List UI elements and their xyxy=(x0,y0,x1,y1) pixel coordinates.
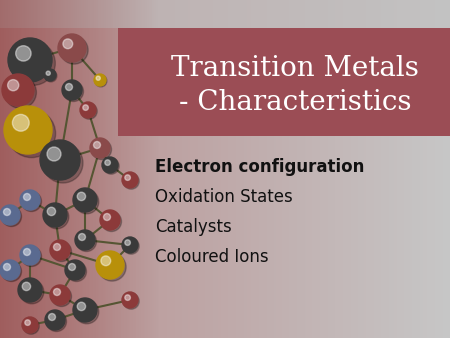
Text: Coloured Ions: Coloured Ions xyxy=(155,248,269,266)
Circle shape xyxy=(47,147,61,161)
Circle shape xyxy=(1,262,22,282)
Circle shape xyxy=(18,278,42,302)
Circle shape xyxy=(25,320,31,325)
Circle shape xyxy=(43,203,67,227)
Circle shape xyxy=(8,110,56,158)
Circle shape xyxy=(81,103,97,119)
Circle shape xyxy=(76,232,96,251)
Circle shape xyxy=(45,70,57,82)
Circle shape xyxy=(100,210,120,230)
Circle shape xyxy=(75,190,99,214)
Circle shape xyxy=(94,142,100,148)
Circle shape xyxy=(23,318,39,334)
Circle shape xyxy=(123,293,139,309)
Text: Transition Metals: Transition Metals xyxy=(171,54,419,81)
Circle shape xyxy=(102,157,118,173)
Circle shape xyxy=(65,260,85,280)
Circle shape xyxy=(23,193,31,200)
Circle shape xyxy=(101,256,111,266)
Circle shape xyxy=(96,76,100,80)
Circle shape xyxy=(49,314,55,320)
Circle shape xyxy=(98,253,126,281)
Circle shape xyxy=(125,175,130,180)
Circle shape xyxy=(95,75,107,87)
Circle shape xyxy=(104,214,111,220)
Circle shape xyxy=(80,102,96,118)
Circle shape xyxy=(103,158,119,174)
Circle shape xyxy=(50,240,70,260)
Circle shape xyxy=(22,317,38,333)
Circle shape xyxy=(122,172,138,188)
Circle shape xyxy=(11,41,55,85)
Circle shape xyxy=(2,74,34,106)
Circle shape xyxy=(102,212,122,232)
Circle shape xyxy=(68,264,76,270)
Text: - Characteristics: - Characteristics xyxy=(179,90,411,117)
Circle shape xyxy=(22,192,41,212)
Circle shape xyxy=(43,143,83,183)
Circle shape xyxy=(0,260,20,280)
Circle shape xyxy=(20,245,40,265)
Circle shape xyxy=(96,251,124,279)
Circle shape xyxy=(47,207,56,216)
Circle shape xyxy=(122,237,138,253)
Text: Catalysts: Catalysts xyxy=(155,218,232,236)
Circle shape xyxy=(0,205,20,225)
Circle shape xyxy=(54,289,60,295)
Circle shape xyxy=(63,39,73,49)
Circle shape xyxy=(51,241,72,262)
Circle shape xyxy=(75,230,95,250)
Circle shape xyxy=(63,81,84,101)
Circle shape xyxy=(54,243,60,250)
Circle shape xyxy=(45,310,65,330)
Circle shape xyxy=(22,282,31,291)
Circle shape xyxy=(90,138,110,158)
Circle shape xyxy=(23,248,31,256)
Circle shape xyxy=(8,80,19,91)
Circle shape xyxy=(13,114,29,131)
Circle shape xyxy=(22,246,41,266)
Text: Oxidation States: Oxidation States xyxy=(155,188,293,206)
Circle shape xyxy=(51,287,72,307)
Circle shape xyxy=(73,188,97,212)
Circle shape xyxy=(75,300,99,324)
Bar xyxy=(0,0,450,28)
Circle shape xyxy=(122,292,138,308)
Circle shape xyxy=(77,302,86,311)
Circle shape xyxy=(123,238,139,254)
Text: Electron configuration: Electron configuration xyxy=(155,158,364,176)
Circle shape xyxy=(20,190,40,210)
Circle shape xyxy=(91,140,112,160)
Circle shape xyxy=(77,192,86,200)
Circle shape xyxy=(46,312,67,332)
Circle shape xyxy=(125,240,130,245)
Circle shape xyxy=(4,106,52,154)
Circle shape xyxy=(83,105,88,111)
Circle shape xyxy=(4,76,36,108)
Circle shape xyxy=(40,140,80,180)
Bar xyxy=(118,28,450,136)
Circle shape xyxy=(78,234,86,241)
Circle shape xyxy=(4,264,10,270)
Circle shape xyxy=(1,207,22,226)
Circle shape xyxy=(58,34,86,62)
Circle shape xyxy=(46,71,50,75)
Circle shape xyxy=(62,80,82,100)
Circle shape xyxy=(66,83,72,91)
Circle shape xyxy=(125,295,130,300)
Circle shape xyxy=(94,74,106,86)
Circle shape xyxy=(50,285,70,305)
Circle shape xyxy=(45,205,69,229)
Circle shape xyxy=(16,46,31,61)
Circle shape xyxy=(123,173,139,189)
Circle shape xyxy=(105,160,110,165)
Circle shape xyxy=(8,38,52,82)
Circle shape xyxy=(73,298,97,322)
Circle shape xyxy=(20,280,44,304)
Circle shape xyxy=(4,209,10,216)
Circle shape xyxy=(44,69,56,81)
Circle shape xyxy=(67,262,86,282)
Circle shape xyxy=(60,36,88,64)
